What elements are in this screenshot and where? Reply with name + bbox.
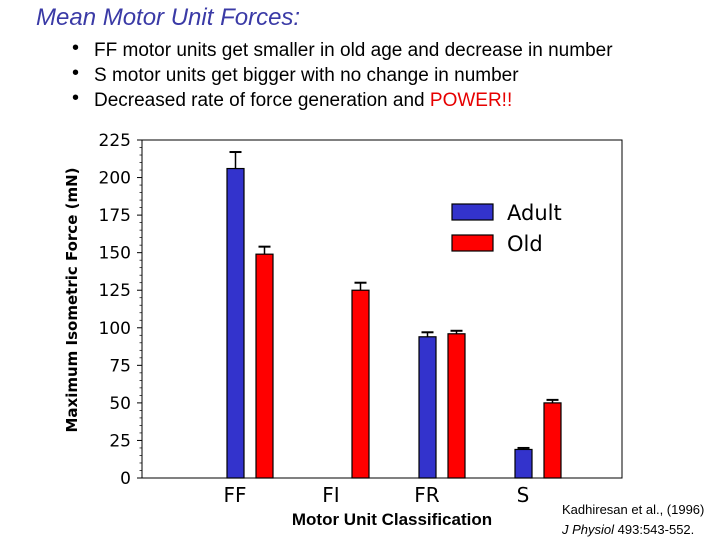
citation-authors: Kadhiresan et al., (1996) xyxy=(562,502,705,517)
y-tick-label: 100 xyxy=(99,319,131,339)
adult-bar-fr xyxy=(418,336,437,479)
y-tick-label: 0 xyxy=(120,469,131,489)
adult-bar-s xyxy=(514,448,533,479)
bullet-item: FF motor units get smaller in old age an… xyxy=(72,36,613,63)
old-bar-ff xyxy=(255,253,274,479)
legend-swatch-adult xyxy=(451,203,494,221)
y-axis-title: Maximum Isometric Force (mN) xyxy=(63,168,81,433)
x-category-label: S xyxy=(517,483,530,507)
y-tick-label: 175 xyxy=(99,206,131,226)
bullet-item: Decreased rate of force generation and P… xyxy=(72,86,613,113)
citation-pages: 493:543-552. xyxy=(614,522,695,537)
bullet-text: Decreased rate of force generation and xyxy=(94,90,430,111)
citation-source: J Physiol 493:543-552. xyxy=(562,520,704,540)
y-tick-label: 125 xyxy=(99,281,131,301)
old-bar-fr xyxy=(447,333,466,479)
bullet-text: S motor units get bigger with no change … xyxy=(94,65,519,86)
power-highlight: POWER!! xyxy=(429,90,513,111)
y-tick-label: 25 xyxy=(109,431,131,451)
y-tick-label: 200 xyxy=(99,169,131,189)
legend-label-old: Old xyxy=(507,232,543,256)
legend-swatch-old xyxy=(451,234,494,252)
x-category-label: FI xyxy=(322,483,339,507)
bullet-list: FF motor units get smaller in old age an… xyxy=(72,36,613,113)
plot-frame xyxy=(141,139,623,479)
y-tick-label: 50 xyxy=(109,394,131,414)
x-category-label: FR xyxy=(414,483,440,507)
old-bar-s xyxy=(543,402,562,479)
adult-bar-ff xyxy=(226,167,245,479)
slide-title: Mean Motor Unit Forces: xyxy=(36,4,301,31)
citation-journal: J Physiol xyxy=(562,522,615,537)
x-axis-title: Motor Unit Classification xyxy=(292,510,492,529)
old-bar-fi xyxy=(351,289,370,479)
bullet-item: S motor units get bigger with no change … xyxy=(72,61,613,88)
citation: Kadhiresan et al., (1996) J Physiol 493:… xyxy=(562,500,704,540)
legend-label-adult: Adult xyxy=(507,201,562,225)
x-category-label: FF xyxy=(223,483,246,507)
y-tick-label: 225 xyxy=(99,131,131,151)
y-tick-label: 150 xyxy=(99,244,131,264)
y-tick-label: 75 xyxy=(109,356,131,376)
bullet-text: FF motor units get smaller in old age an… xyxy=(94,40,613,61)
